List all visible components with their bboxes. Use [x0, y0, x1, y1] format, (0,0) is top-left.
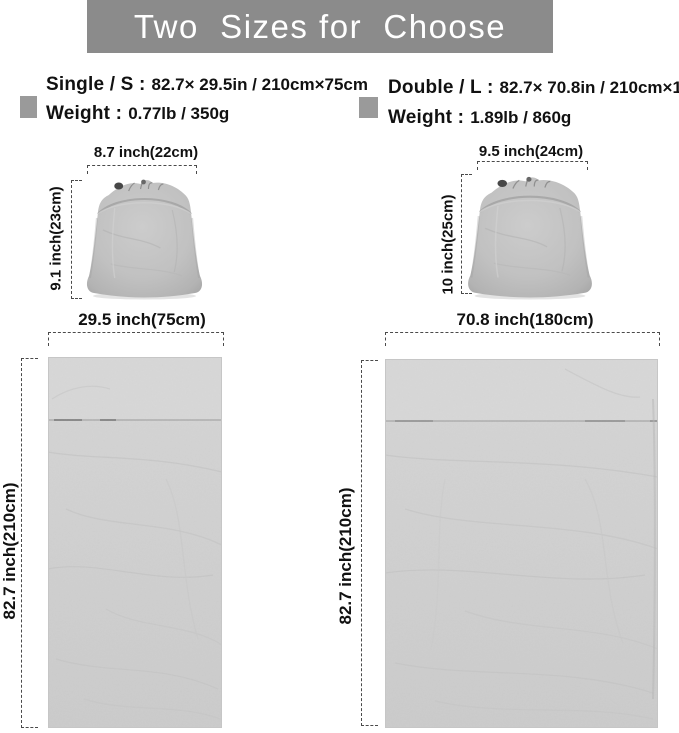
single-sheet-width-bracket — [48, 332, 224, 346]
double-sheet-height-label: 82.7 inch(210cm) — [336, 487, 355, 625]
single-size-line: Single / S : 82.7× 29.5in / 210cm×75cm — [46, 74, 368, 96]
double-weight-line: Weight : 1.89lb / 860g — [388, 107, 571, 129]
single-size-label: Single / S : — [46, 74, 146, 95]
double-size-value: 82.7× 70.8in / 210cm×180cm — [499, 78, 679, 97]
single-bag-width-label: 8.7 inch(22cm) — [93, 144, 199, 161]
double-bag-width-bracket — [477, 161, 588, 170]
double-weight-label: Weight : — [388, 107, 465, 128]
single-bag-width-bracket — [87, 165, 197, 174]
double-bag-image — [466, 165, 594, 300]
single-sheet-image — [48, 357, 222, 728]
double-sheet-height-line — [361, 360, 378, 726]
double-sheet-width-label: 70.8 inch(180cm) — [456, 310, 594, 329]
double-bag-height-label: 10 inch(25cm) — [439, 194, 457, 295]
single-size-value: 82.7× 29.5in / 210cm×75cm — [151, 75, 368, 94]
double-bag-width-label: 9.5 inch(24cm) — [478, 143, 584, 160]
double-weight-value: 1.89lb / 860g — [470, 108, 572, 127]
single-bullet-square — [20, 96, 37, 118]
single-weight-line: Weight : 0.77lb / 350g — [46, 103, 229, 125]
double-bullet-square — [359, 97, 378, 118]
single-bag-height-label: 9.1 inch(23cm) — [47, 186, 65, 291]
single-sheet-height-line — [21, 358, 38, 728]
header-banner: Two Sizes for Choose — [87, 0, 553, 53]
double-sheet-image — [385, 359, 658, 728]
double-size-label: Double / L : — [388, 77, 494, 98]
single-sheet-width-label: 29.5 inch(75cm) — [78, 310, 206, 329]
single-sheet-height-label: 82.7 inch(210cm) — [0, 482, 19, 620]
page-title: Two Sizes for Choose — [133, 7, 507, 45]
single-weight-label: Weight : — [46, 103, 123, 124]
single-bag-height-line — [71, 180, 82, 299]
single-bag-image — [85, 168, 204, 300]
double-bag-height-line — [461, 174, 472, 294]
double-sheet-width-bracket — [385, 332, 660, 346]
single-weight-value: 0.77lb / 350g — [128, 104, 230, 123]
double-size-line: Double / L : 82.7× 70.8in / 210cm×180cm — [388, 77, 679, 99]
